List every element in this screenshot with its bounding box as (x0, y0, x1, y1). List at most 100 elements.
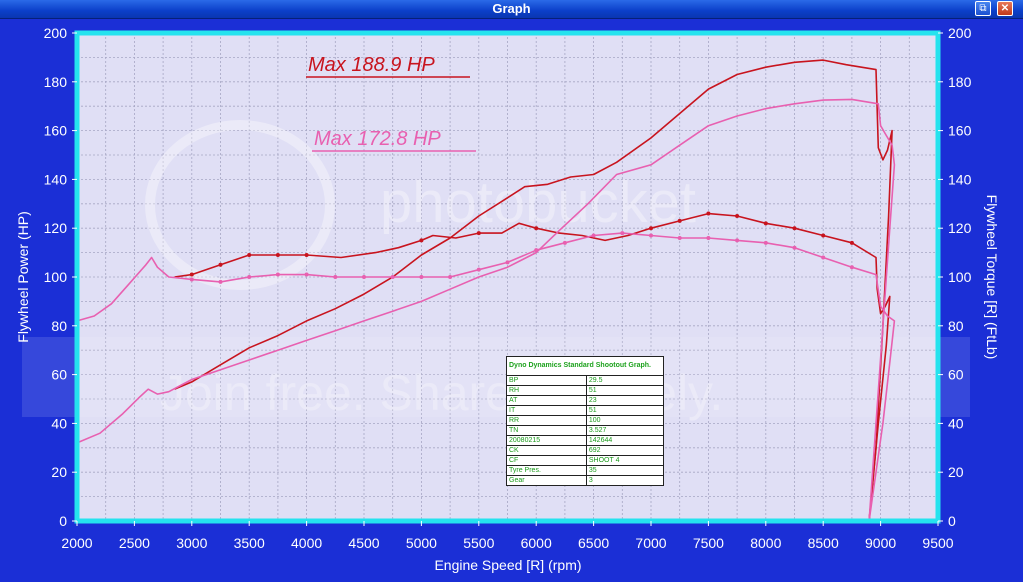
y-tick-label: 200 (44, 25, 68, 41)
dyno-table-value: SHOOT 4 (585, 455, 665, 466)
data-point (534, 248, 539, 253)
dyno-table-row: BP 29.5 (506, 375, 665, 386)
dyno-table-key: Gear (506, 475, 587, 486)
data-point (448, 275, 453, 279)
dyno-table-key: IT (506, 405, 587, 416)
data-point (247, 275, 252, 279)
data-point (821, 255, 826, 260)
watermark-logo-text: photobucket (380, 170, 696, 235)
data-point (792, 226, 797, 231)
dyno-table-row: CK 692 (506, 445, 665, 456)
x-tick-label: 3000 (176, 535, 207, 551)
close-button[interactable]: ✕ (997, 1, 1013, 16)
dyno-table-value: 23 (585, 395, 665, 406)
y-tick-label: 60 (51, 367, 67, 383)
dyno-table-key: CK (506, 445, 587, 456)
x-tick-label: 6000 (521, 535, 552, 551)
dyno-table-value: 3.527 (585, 425, 665, 436)
data-point (849, 265, 854, 270)
dyno-table-row: AT 23 (506, 395, 665, 406)
data-point (821, 233, 826, 238)
y-axis-right: 0 20 40 60 80 100 120 140 160 180 200 (938, 25, 972, 529)
dyno-table-row: RR 100 (506, 415, 665, 426)
data-point (476, 231, 481, 236)
series-line-power-2 (76, 98, 896, 522)
y-tick-label: 40 (51, 415, 67, 431)
x-tick-label: 4500 (348, 535, 379, 551)
data-point (763, 221, 768, 226)
annotation-run1-max: Max 188.9 HP (308, 54, 435, 76)
y-tick-label: 100 (44, 269, 68, 285)
dyno-table-value: 100 (585, 415, 665, 426)
window-title: Graph (492, 1, 531, 16)
y-tick-label: 80 (51, 318, 67, 334)
dyno-table-value: 692 (585, 445, 665, 456)
data-point (304, 272, 309, 277)
title-bar: Graph ⧉ ✕ (0, 0, 1023, 19)
data-point (419, 238, 424, 243)
dyno-table-header: Dyno Dynamics Standard Shootout Graph. (506, 356, 664, 376)
x-axis-title: Engine Speed [R] (rpm) (434, 557, 581, 573)
y-axis-left: 0 20 40 60 80 100 120 140 160 180 200 (44, 25, 77, 529)
x-tick-label: 2500 (119, 535, 150, 551)
y2-tick-label: 120 (948, 220, 972, 236)
data-point (792, 245, 797, 250)
data-point (735, 238, 740, 243)
series-line-torque-3 (76, 232, 896, 522)
dyno-table-key: Tyre Pres. (506, 465, 587, 476)
data-point (706, 211, 711, 216)
data-point (476, 267, 481, 272)
dyno-table-row: RH 51 (506, 385, 665, 396)
data-point (189, 272, 194, 277)
x-tick-label: 3500 (234, 535, 265, 551)
y-tick-label: 0 (59, 513, 67, 529)
dyno-table-value: 51 (585, 405, 665, 416)
y2-tick-label: 160 (948, 123, 972, 139)
dyno-table-key: TN (506, 425, 587, 436)
dyno-table-row: Gear 3 (506, 475, 665, 486)
data-point (562, 240, 567, 245)
data-point (849, 240, 854, 245)
dyno-table-row: CF SHOOT 4 (506, 455, 665, 466)
x-axis: 2000 2500 3000 3500 4000 4500 5000 5500 6000 6500… (61, 521, 954, 551)
data-point (735, 214, 740, 218)
x-tick-label: 7500 (693, 535, 724, 551)
data-point (620, 231, 625, 236)
data-point (304, 253, 309, 258)
series-layer (76, 59, 896, 522)
y2-tick-label: 140 (948, 171, 972, 187)
data-point (390, 275, 395, 279)
y-tick-label: 140 (44, 171, 68, 187)
data-point (218, 279, 223, 284)
data-point (189, 277, 194, 282)
x-tick-label: 8000 (750, 535, 781, 551)
data-point (275, 253, 280, 258)
x-tick-label: 5500 (463, 535, 494, 551)
restore-button[interactable]: ⧉ (975, 1, 991, 16)
data-point (649, 233, 653, 238)
dyno-table-key: AT (506, 395, 587, 406)
dyno-table-row: Tyre Pres. 35 (506, 465, 665, 476)
data-point (763, 240, 768, 245)
watermark-band (22, 337, 970, 417)
data-point (247, 253, 252, 258)
dyno-chart: photobucket Join free. Share privately. … (15, 25, 1000, 573)
y2-tick-label: 180 (948, 74, 972, 90)
dyno-table-key: 20080215 (506, 435, 587, 446)
dyno-info-table: Dyno Dynamics Standard Shootout Graph. B… (506, 356, 665, 486)
y2-tick-label: 40 (948, 415, 964, 431)
y-tick-label: 180 (44, 74, 68, 90)
dyno-table-row: 20080215 142644 (506, 435, 665, 446)
x-tick-label: 7000 (635, 535, 666, 551)
y-axis-title: Flywheel Power (HP) (15, 211, 31, 342)
restore-icon: ⧉ (979, 3, 987, 14)
dyno-table-title: Dyno Dynamics Standard Shootout Graph. (506, 356, 664, 376)
data-point (275, 272, 280, 277)
y2-axis-title: Flywheel Torque [R] (FtLb) (984, 195, 1000, 360)
dyno-table-value: 3 (585, 475, 665, 486)
y2-tick-label: 0 (948, 513, 956, 529)
dyno-table-row: IT 51 (506, 405, 665, 416)
annotation-run2-max: Max 172.8 HP (314, 128, 441, 150)
data-point (419, 275, 424, 279)
dyno-table-value: 29.5 (585, 375, 665, 386)
